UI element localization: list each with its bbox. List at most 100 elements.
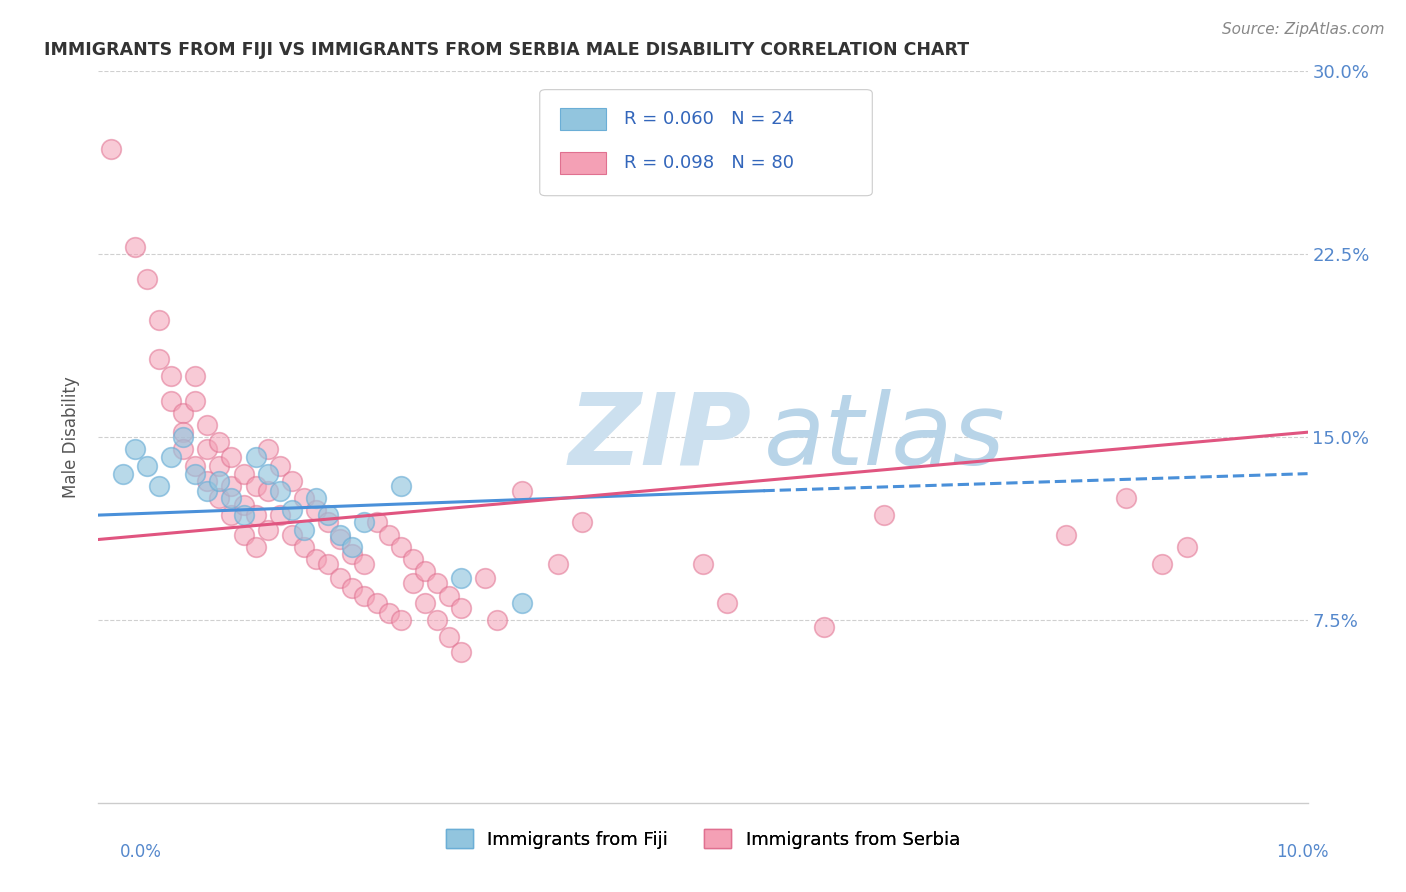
Point — [245, 508, 267, 522]
Point — [100, 142, 122, 156]
Point — [281, 474, 304, 488]
Point — [256, 442, 278, 457]
Point — [474, 572, 496, 586]
Point — [329, 527, 352, 541]
Point — [377, 606, 399, 620]
Point — [148, 352, 170, 367]
Point — [221, 479, 243, 493]
Point — [208, 474, 231, 488]
Point — [184, 369, 207, 384]
Point — [232, 499, 254, 513]
Point — [366, 596, 388, 610]
Point — [716, 596, 738, 610]
Point — [402, 552, 425, 566]
Text: atlas: atlas — [763, 389, 1005, 485]
Point — [135, 271, 157, 285]
Point — [184, 459, 207, 474]
Point — [1115, 491, 1137, 505]
Point — [389, 479, 412, 493]
Point — [184, 467, 207, 481]
Point — [148, 479, 170, 493]
Point — [389, 613, 412, 627]
Point — [1054, 527, 1077, 541]
Text: 0.0%: 0.0% — [120, 843, 162, 861]
Point — [160, 450, 183, 464]
Point — [172, 425, 194, 440]
Point — [353, 589, 375, 603]
Point — [160, 369, 183, 384]
Point — [342, 581, 364, 595]
Point — [135, 459, 157, 474]
Point — [510, 596, 533, 610]
Legend: Immigrants from Fiji, Immigrants from Serbia: Immigrants from Fiji, Immigrants from Se… — [439, 822, 967, 856]
Point — [873, 508, 896, 522]
Point — [172, 430, 194, 444]
Point — [269, 508, 291, 522]
Point — [305, 503, 328, 517]
Point — [813, 620, 835, 634]
Point — [208, 459, 231, 474]
Point — [172, 442, 194, 457]
Point — [269, 459, 291, 474]
Point — [195, 483, 218, 498]
Point — [111, 467, 134, 481]
Point — [413, 596, 436, 610]
Point — [208, 491, 231, 505]
Point — [256, 483, 278, 498]
Point — [292, 491, 315, 505]
Point — [245, 479, 267, 493]
Text: 10.0%: 10.0% — [1277, 843, 1329, 861]
Point — [450, 572, 472, 586]
FancyBboxPatch shape — [561, 152, 606, 174]
Point — [269, 483, 291, 498]
Point — [402, 576, 425, 591]
Point — [221, 491, 243, 505]
Point — [353, 557, 375, 571]
Point — [486, 613, 509, 627]
Point — [195, 474, 218, 488]
Point — [245, 540, 267, 554]
Point — [305, 552, 328, 566]
Point — [195, 417, 218, 432]
Point — [426, 576, 449, 591]
Point — [450, 645, 472, 659]
Point — [305, 491, 328, 505]
Point — [281, 527, 304, 541]
Point — [366, 516, 388, 530]
Point — [316, 516, 339, 530]
Point — [245, 450, 267, 464]
Point — [281, 503, 304, 517]
Point — [232, 467, 254, 481]
Point — [124, 240, 146, 254]
Point — [692, 557, 714, 571]
Point — [571, 516, 593, 530]
Point — [329, 533, 352, 547]
FancyBboxPatch shape — [540, 90, 872, 195]
Text: R = 0.060   N = 24: R = 0.060 N = 24 — [624, 110, 794, 128]
Point — [232, 508, 254, 522]
Point — [329, 572, 352, 586]
Point — [124, 442, 146, 457]
Point — [316, 557, 339, 571]
Point — [437, 630, 460, 644]
Point — [256, 523, 278, 537]
Point — [256, 467, 278, 481]
Y-axis label: Male Disability: Male Disability — [62, 376, 80, 498]
Point — [342, 547, 364, 561]
Point — [389, 540, 412, 554]
Point — [208, 434, 231, 449]
Point — [221, 450, 243, 464]
Point — [426, 613, 449, 627]
Point — [221, 508, 243, 522]
Point — [292, 523, 315, 537]
Point — [184, 393, 207, 408]
Point — [195, 442, 218, 457]
Point — [1152, 557, 1174, 571]
Text: IMMIGRANTS FROM FIJI VS IMMIGRANTS FROM SERBIA MALE DISABILITY CORRELATION CHART: IMMIGRANTS FROM FIJI VS IMMIGRANTS FROM … — [44, 41, 969, 59]
Point — [160, 393, 183, 408]
Point — [450, 600, 472, 615]
Point — [148, 313, 170, 327]
Point — [437, 589, 460, 603]
Text: Source: ZipAtlas.com: Source: ZipAtlas.com — [1222, 22, 1385, 37]
Point — [172, 406, 194, 420]
